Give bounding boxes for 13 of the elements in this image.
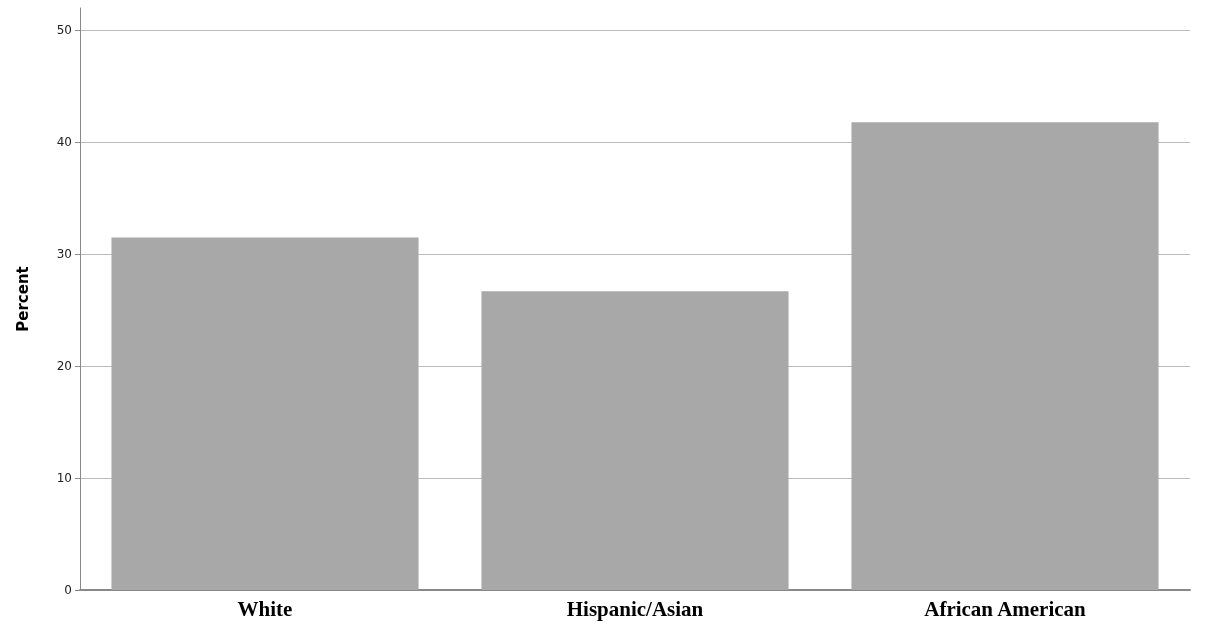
x-tick-label: African American	[924, 596, 1087, 621]
y-tick-label: 0	[64, 583, 72, 597]
x-tick-label: Hispanic/Asian	[566, 596, 704, 621]
y-tick-label: 20	[56, 359, 72, 374]
bar	[111, 237, 419, 590]
y-tick-label: 30	[56, 247, 72, 262]
bar	[851, 122, 1159, 590]
y-axis-title: Percent	[13, 266, 32, 332]
bar	[481, 291, 789, 590]
y-tick-label: 50	[56, 23, 72, 38]
y-tick-label: 10	[56, 471, 72, 486]
y-tick-label: 40	[56, 135, 72, 150]
x-tick-label: White	[237, 596, 293, 621]
